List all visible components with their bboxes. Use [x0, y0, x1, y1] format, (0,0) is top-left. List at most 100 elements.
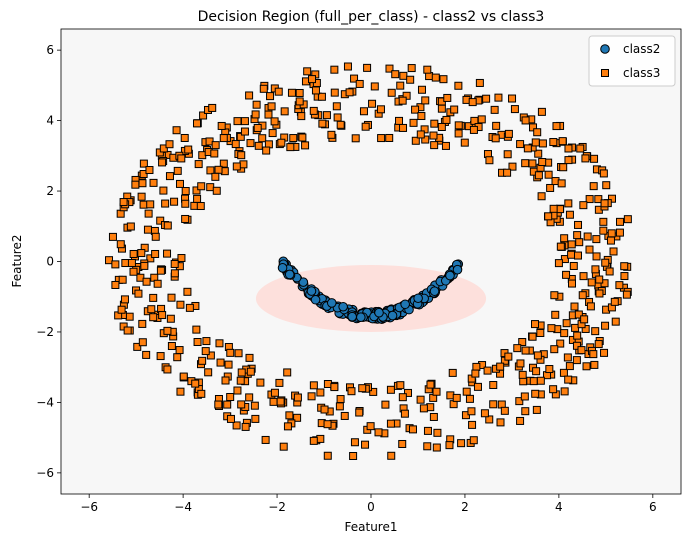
- class3-point: [591, 265, 600, 274]
- class3-point: [581, 154, 590, 163]
- class3-point: [465, 394, 474, 403]
- class3-point: [221, 376, 230, 385]
- class3-point: [211, 141, 220, 150]
- class3-point: [398, 393, 407, 402]
- class3-point: [251, 110, 260, 119]
- class3-point: [462, 387, 471, 396]
- class3-point: [521, 116, 530, 125]
- class3-point: [551, 310, 560, 319]
- class3-point: [590, 154, 599, 163]
- class3-point: [149, 293, 158, 302]
- class3-point: [552, 122, 561, 131]
- class3-point: [404, 388, 413, 397]
- class3-point: [269, 397, 278, 406]
- class3-point: [335, 402, 344, 411]
- scatter-points-layer: [105, 62, 632, 461]
- class3-point: [137, 192, 146, 201]
- class3-point: [116, 240, 125, 249]
- class3-point: [183, 287, 192, 296]
- class3-point: [170, 259, 179, 268]
- class3-point: [595, 289, 604, 298]
- class3-point: [283, 368, 292, 377]
- legend: class2 class3: [588, 35, 676, 87]
- class3-point: [387, 451, 396, 460]
- class3-point: [416, 395, 425, 404]
- class3-point: [245, 393, 254, 402]
- class3-point: [181, 187, 190, 196]
- class3-point: [431, 73, 440, 82]
- class3-point: [518, 338, 527, 347]
- class3-point: [309, 436, 318, 445]
- class3-point: [565, 362, 574, 371]
- class3-point: [620, 272, 629, 281]
- class3-point: [591, 327, 600, 336]
- class2-point: [400, 299, 410, 310]
- class3-point: [615, 228, 624, 237]
- class3-point: [508, 94, 517, 103]
- class3-point: [567, 240, 576, 249]
- class3-point: [533, 128, 542, 137]
- class3-point: [286, 143, 295, 152]
- class3-point: [472, 362, 481, 371]
- class3-point: [408, 425, 417, 434]
- class3-point: [129, 249, 138, 258]
- class3-point: [361, 122, 370, 131]
- y-axis-label: Feature2: [10, 235, 24, 288]
- class3-point: [330, 65, 339, 74]
- class3-point: [190, 201, 199, 210]
- class3-point: [145, 166, 154, 175]
- class3-point: [262, 146, 271, 155]
- class3-point: [317, 92, 326, 101]
- class3-point: [577, 346, 586, 355]
- class3-point: [215, 339, 224, 348]
- class3-point: [545, 365, 554, 374]
- class3-point: [398, 96, 407, 105]
- class3-point: [201, 347, 210, 356]
- class3-point: [544, 212, 553, 221]
- class2-point: [347, 311, 357, 322]
- class3-point: [400, 409, 409, 418]
- class3-point: [572, 356, 581, 365]
- class3-point: [437, 122, 446, 131]
- class3-point: [259, 84, 268, 93]
- class2-point: [338, 301, 348, 312]
- class3-point: [559, 368, 568, 377]
- class3-point: [301, 141, 310, 150]
- class3-point: [123, 326, 132, 335]
- class2-point: [429, 286, 440, 296]
- class3-point: [163, 249, 172, 258]
- class3-point: [316, 434, 325, 443]
- class3-point: [510, 105, 519, 114]
- class3-point: [210, 149, 219, 158]
- class3-point: [307, 392, 316, 401]
- class3-point: [562, 319, 571, 328]
- class3-point: [349, 452, 358, 461]
- class3-point: [127, 258, 136, 267]
- class3-point: [492, 121, 501, 130]
- class3-point: [204, 368, 213, 377]
- class3-point: [192, 119, 201, 128]
- class3-point: [508, 162, 517, 171]
- class3-point: [531, 138, 540, 147]
- class3-point: [167, 342, 176, 351]
- class3-point: [361, 440, 370, 449]
- class3-point: [575, 238, 584, 247]
- class3-point: [111, 260, 120, 269]
- class3-point: [287, 88, 296, 97]
- class3-point: [560, 255, 569, 264]
- class3-point: [336, 120, 345, 129]
- class3-point: [252, 100, 261, 109]
- class3-point: [399, 71, 408, 80]
- class3-point: [156, 352, 165, 361]
- class3-point: [241, 422, 250, 431]
- class3-point: [564, 199, 573, 208]
- class3-point: [494, 93, 503, 102]
- class3-point: [267, 102, 276, 111]
- class3-point: [454, 81, 463, 90]
- class3-point: [138, 319, 147, 328]
- class3-point: [537, 107, 546, 116]
- class3-point: [163, 365, 172, 374]
- class3-point: [477, 115, 486, 124]
- class3-point: [516, 140, 525, 149]
- class3-point: [411, 105, 420, 114]
